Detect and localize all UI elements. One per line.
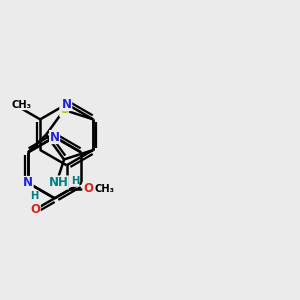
Text: NH: NH	[48, 176, 68, 189]
Text: N: N	[23, 176, 33, 190]
Text: H: H	[30, 191, 38, 201]
Text: O: O	[83, 182, 93, 195]
Text: O: O	[30, 203, 40, 216]
Text: CH₃: CH₃	[95, 184, 115, 194]
Text: S: S	[60, 103, 68, 116]
Text: N: N	[50, 130, 60, 143]
Text: CH₃: CH₃	[12, 100, 32, 110]
Text: N: N	[62, 98, 72, 111]
Text: H: H	[71, 176, 79, 186]
